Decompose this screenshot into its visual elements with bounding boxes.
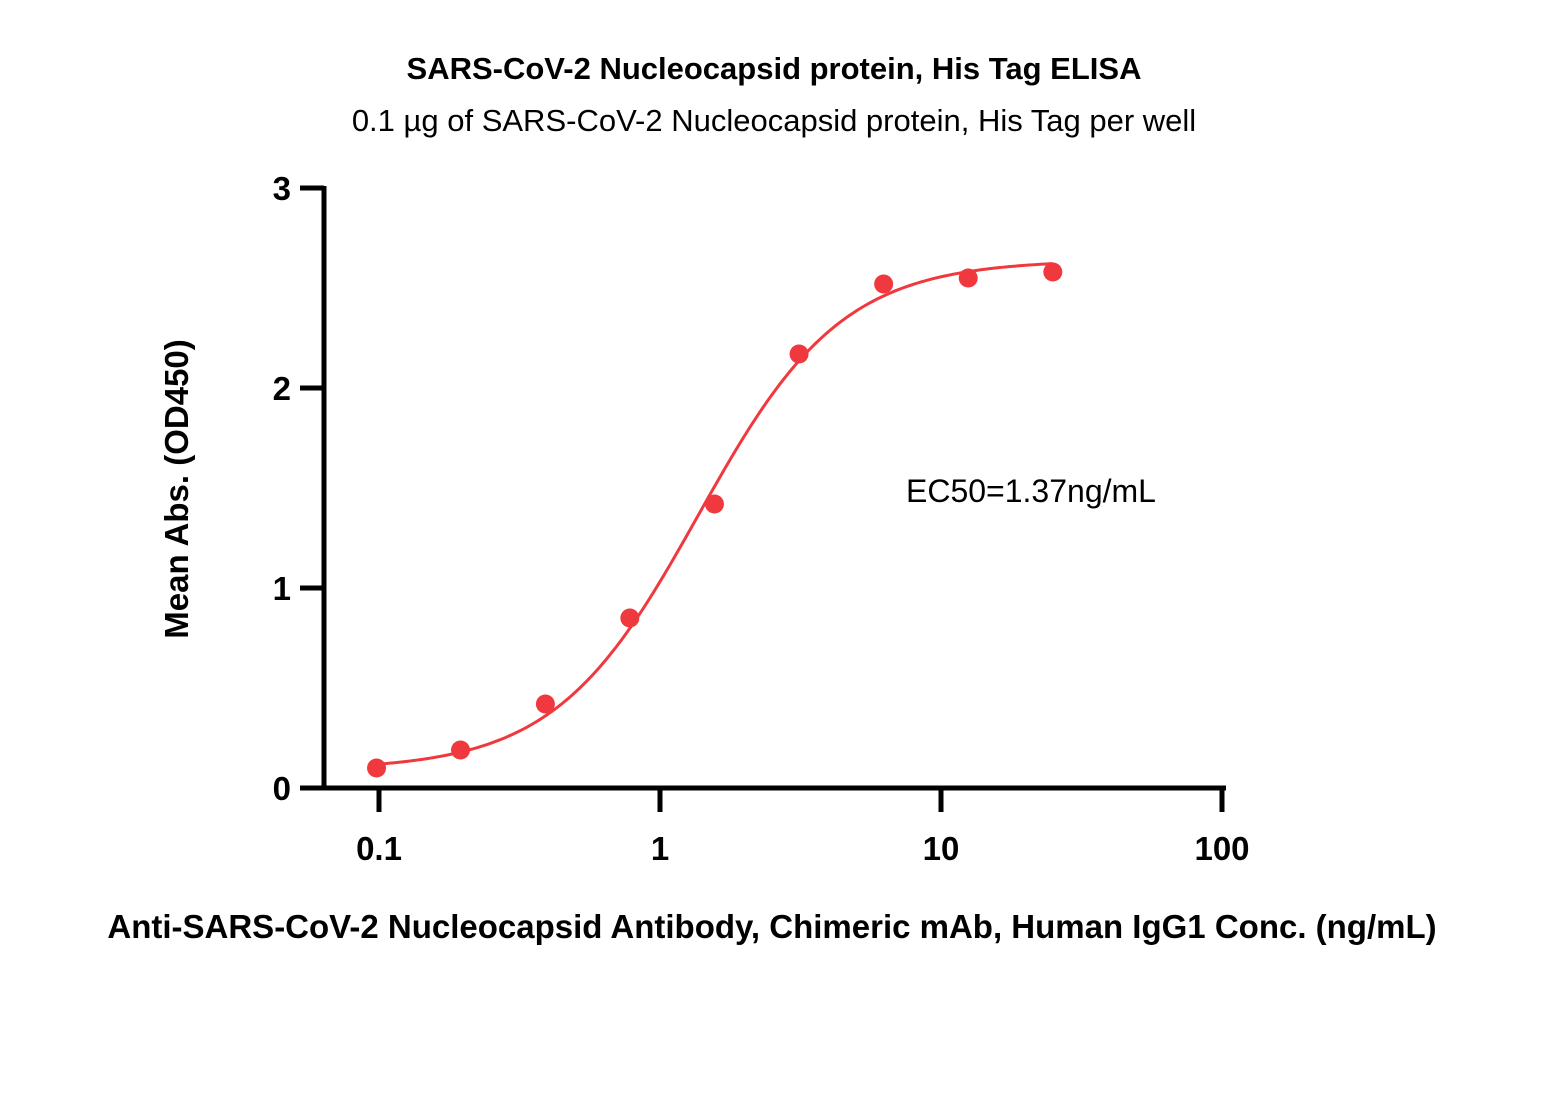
data-point (367, 758, 387, 778)
data-point (704, 494, 724, 514)
y-tick-label: 0 (273, 770, 291, 807)
y-tick-label: 3 (273, 170, 291, 207)
ec50-annotation: EC50=1.37ng/mL (906, 473, 1156, 509)
x-axis-ticks: 0.1 1 10 100 (356, 788, 1250, 867)
data-point (620, 608, 640, 628)
data-point (874, 274, 894, 294)
data-point (1043, 262, 1063, 282)
x-tick-label: 0.1 (356, 830, 402, 867)
y-axis-label: Mean Abs. (OD450) (158, 339, 195, 639)
data-point (535, 694, 555, 714)
fit-curve (376, 262, 1053, 766)
y-tick-label: 1 (273, 570, 291, 607)
axes (300, 186, 1226, 791)
x-axis-label: Anti-SARS-CoV-2 Nucleocapsid Antibody, C… (107, 908, 1436, 945)
x-tick-label: 1 (651, 830, 669, 867)
x-tick-label: 10 (923, 830, 960, 867)
data-point (789, 344, 809, 364)
data-point (450, 740, 470, 760)
data-point (958, 268, 978, 288)
x-tick-label: 100 (1194, 830, 1249, 867)
data-points (367, 262, 1063, 778)
chart-subtitle: 0.1 µg of SARS-CoV-2 Nucleocapsid protei… (352, 103, 1196, 138)
y-axis-ticks: 0 1 2 3 (273, 170, 324, 807)
y-tick-label: 2 (273, 370, 291, 407)
chart-title: SARS-CoV-2 Nucleocapsid protein, His Tag… (407, 51, 1142, 86)
